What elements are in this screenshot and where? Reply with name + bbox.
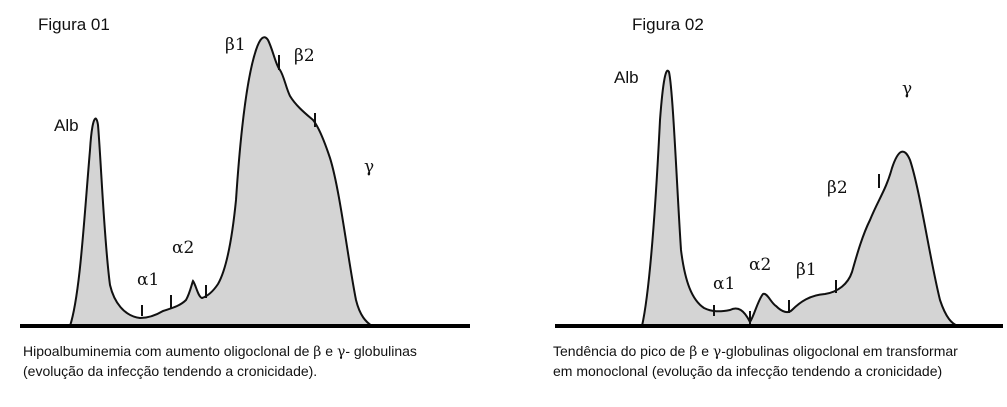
figure-02-caption: Tendência do pico de β e γ-globulinas ol… [553, 342, 958, 381]
figure-01-caption-line2: (evolução da infecção tendendo a cronici… [23, 363, 318, 379]
figure-02-label-gamma: γ [902, 79, 912, 99]
figure-02-label-alpha2: α2 [749, 255, 771, 275]
figure-02-electrophoresis-plot: Alb α1 α2 β1 β2 γ [555, 68, 1003, 328]
figure-01-electrophoresis-plot: Alb α1 α2 β1 β2 γ [20, 35, 470, 328]
figure-01-caption: Hipoalbuminemia com aumento oligoclonal … [23, 342, 417, 381]
figure-01-label-beta2: β2 [294, 46, 315, 66]
figure-02-caption-gamma: γ [712, 344, 722, 360]
figure-02-caption-conj: e [697, 343, 713, 359]
figure-01-label-gamma: γ [364, 157, 374, 177]
figure-01-caption-line1: Hipoalbuminemia com aumento oligoclonal … [23, 342, 417, 362]
figure-02-caption-line2: em monoclonal (evolução da infecção tend… [553, 363, 943, 379]
figure-02-label-alb: Alb [614, 68, 639, 87]
figure-02-panel: Figura 02 Alb α1 α2 β1 β2 γ Tendência do… [500, 0, 1007, 407]
figure-01-label-alpha2: α2 [172, 238, 194, 258]
figure-01-caption-gamma: γ [336, 344, 346, 360]
figure-01-caption-beta: β [313, 344, 322, 360]
figure-02-label-beta1: β1 [796, 260, 817, 280]
figure-02-caption-suffix: -globulinas oligoclonal em transformar [721, 343, 958, 359]
figure-01-label-alb: Alb [54, 116, 79, 135]
figure-01-caption-text: Hipoalbuminemia com aumento oligoclonal … [23, 343, 314, 359]
figure-01-label-beta1: β1 [225, 35, 246, 55]
figure-01-label-alpha1: α1 [137, 270, 159, 290]
figure-02-caption-beta: β [689, 344, 698, 360]
figure-01-electrophoresis-curve [68, 36, 376, 327]
figure-01-caption-conj: e [321, 343, 337, 359]
figure-01-caption-suffix: - globulinas [345, 343, 417, 359]
figure-02-caption-line1: Tendência do pico de β e γ-globulinas ol… [553, 342, 958, 362]
figure-02-label-beta2: β2 [827, 178, 848, 198]
figure-02-label-alpha1: α1 [713, 274, 735, 294]
figure-02-title: Figura 02 [632, 15, 704, 34]
figure-02-electrophoresis-curve [640, 69, 959, 327]
figure-02-caption-text: Tendência do pico de [553, 343, 690, 359]
figure-01-panel: Figura 01 Alb α1 α2 β1 β2 γ Hipoalbumine… [0, 0, 500, 407]
figure-01-title: Figura 01 [38, 15, 110, 34]
